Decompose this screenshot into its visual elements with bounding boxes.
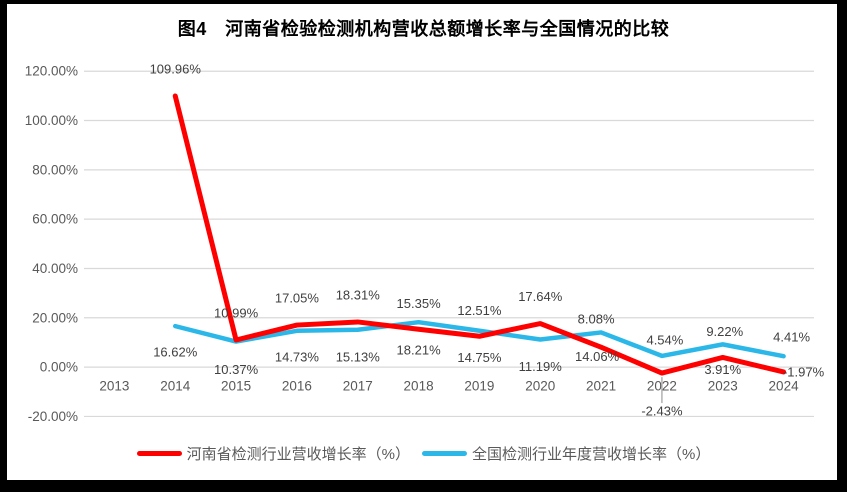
x-axis-tick-label: 2017	[343, 379, 373, 394]
x-axis-tick-label: 2018	[404, 379, 434, 394]
data-label-national: 18.21%	[397, 343, 442, 358]
y-axis-tick-label: 20.00%	[32, 310, 78, 325]
data-label-national: 15.13%	[336, 349, 381, 364]
data-label-henan: -1.97%	[783, 364, 825, 379]
legend-item-henan: 河南省检测行业营收增长率（%）	[136, 443, 410, 464]
y-axis-tick-label: -20.00%	[28, 409, 78, 424]
data-label-henan: 109.96%	[150, 61, 202, 76]
y-axis-tick-label: 120.00%	[25, 64, 78, 79]
data-label-national: 16.62%	[153, 345, 198, 360]
y-axis-tick-label: 100.00%	[25, 113, 78, 128]
data-label-national: 9.22%	[706, 324, 743, 339]
data-label-national: 11.19%	[519, 359, 563, 374]
data-label-national: 14.06%	[575, 349, 620, 364]
data-label-henan: 3.91%	[704, 362, 741, 377]
y-axis-tick-label: 0.00%	[40, 360, 78, 375]
legend-label-henan: 河南省检测行业营收增长率（%）	[186, 445, 410, 463]
data-label-henan: 10.99%	[214, 306, 259, 321]
data-label-henan: 18.31%	[336, 287, 381, 302]
y-axis-tick-label: 80.00%	[32, 162, 78, 177]
legend-swatch-henan	[136, 450, 182, 456]
legend-item-national: 全国检测行业年度营收增长率（%）	[422, 443, 710, 464]
chart-title: 图4 河南省检验检测机构营收总额增长率与全国情况的比较	[177, 19, 670, 39]
x-axis-tick-label: 2019	[464, 379, 494, 394]
x-axis-tick-label: 2023	[708, 379, 738, 394]
data-label-henan: 15.35%	[397, 296, 442, 311]
legend-label-national: 全国检测行业年度营收增长率（%）	[472, 445, 711, 463]
x-axis-tick-label: 2015	[221, 379, 251, 394]
chart-legend: 河南省检测行业营收增长率（%） 全国检测行业年度营收增长率（%）	[0, 442, 847, 464]
data-label-henan: 8.08%	[578, 312, 615, 327]
x-axis-tick-label: 2014	[160, 379, 191, 394]
data-label-national: 14.73%	[275, 349, 320, 364]
y-axis-tick-label: 60.00%	[32, 212, 78, 227]
series-line-national	[173, 319, 786, 359]
data-label-national: 14.75%	[457, 350, 502, 365]
data-label-national: 10.37%	[214, 362, 259, 377]
data-label-national: 4.54%	[646, 332, 683, 347]
x-axis-tick-label: 2021	[586, 379, 616, 394]
data-label-henan: -2.43%	[641, 404, 683, 419]
legend-swatch-national	[422, 450, 467, 456]
data-label-henan: 17.05%	[275, 291, 320, 306]
x-axis-tick-label: 2020	[525, 379, 555, 394]
data-label-henan: 17.64%	[518, 289, 563, 304]
data-label-national: 4.41%	[773, 330, 810, 345]
x-axis-tick-label: 2016	[282, 379, 312, 394]
y-axis-tick-label: 40.00%	[32, 261, 78, 276]
data-label-henan: 12.51%	[457, 303, 502, 318]
x-axis-tick-label: 2013	[99, 379, 129, 394]
series-line-henan	[172, 93, 787, 376]
x-axis-tick-label: 2024	[769, 379, 800, 394]
